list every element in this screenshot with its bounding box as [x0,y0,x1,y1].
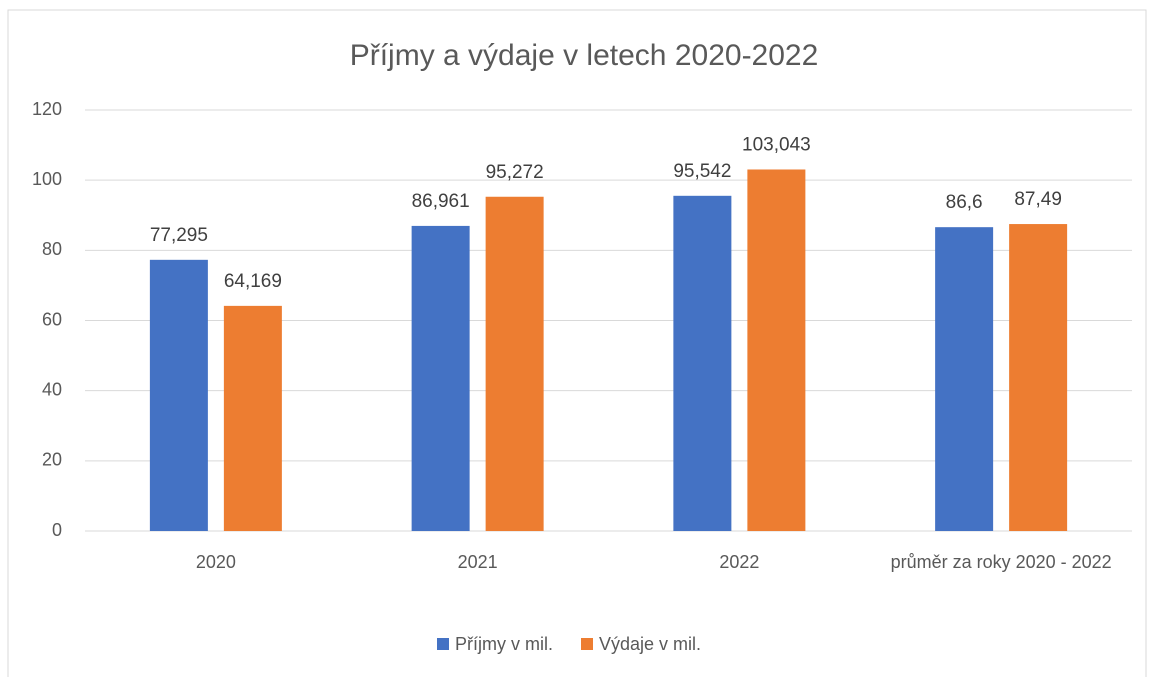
bar [1009,224,1068,532]
bar [935,227,994,531]
y-tick-label: 60 [42,309,62,329]
y-tick-label: 80 [42,239,62,259]
data-label: 95,272 [486,162,544,183]
bar [673,195,732,531]
legend-label: Výdaje v mil. [599,634,701,654]
x-tick-label: 2022 [719,552,760,572]
x-tick-label: 2020 [195,552,236,572]
data-label: 86,961 [412,191,470,212]
chart-title: Příjmy a výdaje v letech 2020-2022 [350,39,819,72]
data-label: 95,542 [673,161,731,182]
y-tick-label: 0 [52,520,62,540]
y-tick-label: 100 [32,169,62,189]
x-tick-label: průměr za roky 2020 - 2022 [890,552,1112,572]
data-label: 103,043 [742,135,811,156]
y-tick-label: 20 [42,450,62,470]
y-tick-label: 120 [32,99,62,119]
data-label: 64,169 [224,271,282,292]
bar [411,225,470,532]
bar [149,259,208,531]
data-label: 87,49 [1014,189,1062,210]
bar [747,169,806,531]
x-tick-label: 2021 [457,552,498,572]
data-label: 86,6 [946,192,983,213]
bar [223,305,282,531]
legend-swatch [437,638,449,650]
bar [485,196,544,531]
data-label: 77,295 [150,225,208,246]
legend-label: Příjmy v mil. [455,634,553,654]
y-tick-label: 40 [42,379,62,399]
legend-swatch [581,638,593,650]
